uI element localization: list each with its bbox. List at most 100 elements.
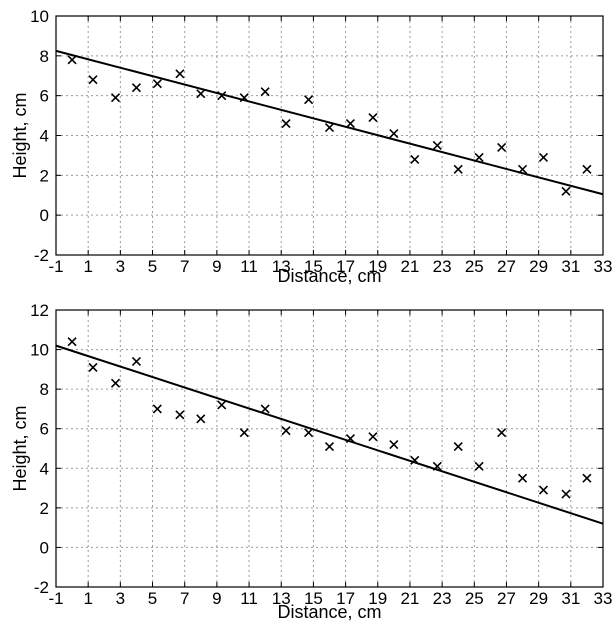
bottom-scatter-plot: -1 1 3 5 7 9 11 13 15 17 19 21 23 25 27 29 31 33-20246810… (10, 301, 612, 622)
chart-0-x-axis-label: Distance, cm (277, 266, 381, 286)
chart-1-data-point (453, 441, 463, 452)
chart-0-data-point (389, 128, 399, 139)
chart-1-data-point (131, 356, 142, 367)
chart-0-y-tick-label: 4 (40, 127, 49, 146)
chart-0-x-tick-label: 29 (529, 257, 548, 276)
chart-0-data-point (110, 93, 121, 103)
chart-1-x-tick-label: 25 (465, 589, 484, 608)
chart-0-x-tick-label: 5 (148, 257, 157, 276)
chart-0-data-point (345, 118, 355, 129)
chart-0-data-point (196, 89, 206, 99)
chart-1-data-point (538, 485, 549, 495)
chart-1-y-tick-label: 2 (40, 499, 49, 518)
chart-1-y-tick-label: 10 (30, 341, 49, 360)
chart-0-data-point (281, 118, 291, 129)
chart-1-x-tick-label: 21 (400, 589, 419, 608)
chart-1-x-tick-label: 11 (240, 589, 258, 608)
chart-0-data-point (432, 140, 442, 151)
chart-0-x-tick-label: 7 (180, 257, 189, 276)
chart-0-x-tick-label: -1 (48, 257, 63, 276)
chart-0-data-point (67, 55, 77, 65)
chart-0-data-point (304, 95, 314, 105)
chart-0-x-tick-label: 21 (400, 257, 419, 276)
chart-0-x-tick-label: 27 (497, 257, 516, 276)
chart-1-y-axis-label: Height, cm (10, 405, 30, 491)
chart-1-data-point (368, 432, 378, 442)
chart-1-x-tick-label: 29 (529, 589, 548, 608)
chart-0-data-point (561, 186, 571, 196)
chart-0-data-point (497, 142, 507, 153)
chart-0-x-tick-label: 15 (304, 257, 323, 276)
chart-1-y-tick-label: 6 (40, 420, 49, 439)
chart-1-data-point (217, 400, 227, 410)
chart-1-plot-frame (55, 309, 604, 588)
chart-1-data-point (88, 362, 98, 372)
chart-1-data-point (239, 428, 249, 438)
chart-1-x-tick-label: 5 (148, 589, 157, 608)
chart-1-y-tick-label: 4 (40, 459, 49, 478)
chart-1-data-point (324, 441, 335, 452)
chart-1-data-point (389, 439, 399, 450)
chart-1-data-point (561, 489, 571, 499)
chart-0-data-point (152, 79, 162, 89)
chart-1-y-tick-label: -2 (34, 578, 49, 597)
chart-0-data-point (453, 164, 463, 174)
chart-0-fit-line (55, 49, 604, 196)
chart-1-x-tick-label: 13 (272, 589, 291, 608)
chart-1-data-point (67, 337, 77, 347)
chart-0-y-tick-label: 2 (40, 166, 49, 185)
chart-1-x-tick-label: 15 (304, 589, 323, 608)
chart-1-data-point (260, 404, 270, 414)
chart-0-x-tick-label: 1 (83, 257, 92, 276)
chart-1-data-point (582, 473, 592, 483)
chart-1-data-point (304, 428, 314, 438)
chart-1-data-point (196, 414, 206, 424)
chart-0-y-tick-label: 8 (40, 47, 49, 66)
chart-0-data-point (324, 122, 335, 133)
chart-0-y-tick-label: 0 (40, 206, 49, 225)
chart-0-data-point (131, 83, 142, 93)
chart-0-data-point (368, 113, 378, 123)
chart-1-data-point (281, 426, 291, 436)
chart-0-x-tick-label: 19 (368, 257, 387, 276)
chart-0-y-axis-label: Height, cm (10, 92, 30, 178)
chart-0-data-point (538, 152, 549, 162)
chart-1-data-point (152, 404, 162, 414)
chart-0-data-point (582, 164, 592, 174)
chart-1-data-point (110, 378, 121, 388)
chart-0-x-tick-label: 23 (433, 257, 452, 276)
chart-1-x-tick-label: 19 (368, 589, 387, 608)
chart-0-y-tick-label: 6 (40, 87, 49, 106)
chart-0-x-tick-label: 11 (240, 257, 258, 276)
chart-1-x-tick-label: 9 (212, 589, 221, 608)
chart-1-x-tick-label: 1 (83, 589, 92, 608)
chart-1-data-point (175, 410, 185, 420)
chart-0-x-tick-label: 9 (212, 257, 221, 276)
chart-0-data-point (175, 69, 185, 79)
chart-1-x-tick-label: 3 (116, 589, 125, 608)
chart-0-x-tick-label: 25 (465, 257, 484, 276)
chart-0-x-tick-label: 13 (272, 257, 291, 276)
top-scatter-plot: -1 1 3 5 7 9 11 13 15 17 19 21 23 25 27 29 31 33-20246810… (10, 7, 612, 286)
chart-1-data-point (474, 461, 484, 471)
chart-1-x-tick-label: -1 (48, 589, 63, 608)
chart-0-x-tick-label: 31 (561, 257, 580, 276)
chart-1-data-point (517, 473, 528, 483)
chart-1-x-tick-label: 7 (180, 589, 189, 608)
chart-1-fit-line (55, 344, 604, 525)
chart-0-x-tick-label: 33 (594, 257, 613, 276)
chart-1-x-tick-label: 23 (433, 589, 452, 608)
chart-1-x-tick-label: 17 (336, 589, 355, 608)
chart-1-x-tick-label: 31 (561, 589, 580, 608)
chart-1-x-axis-label: Distance, cm (277, 602, 381, 622)
chart-0-data-point (88, 75, 98, 85)
chart-1-x-tick-label: 33 (594, 589, 613, 608)
chart-1-y-tick-label: 12 (30, 301, 49, 320)
chart-1-y-tick-label: 8 (40, 380, 49, 399)
chart-0-data-point (410, 154, 420, 164)
chart-1-x-tick-label: 27 (497, 589, 516, 608)
chart-1-data-point (497, 428, 507, 438)
chart-0-y-tick-label: 10 (30, 7, 49, 26)
